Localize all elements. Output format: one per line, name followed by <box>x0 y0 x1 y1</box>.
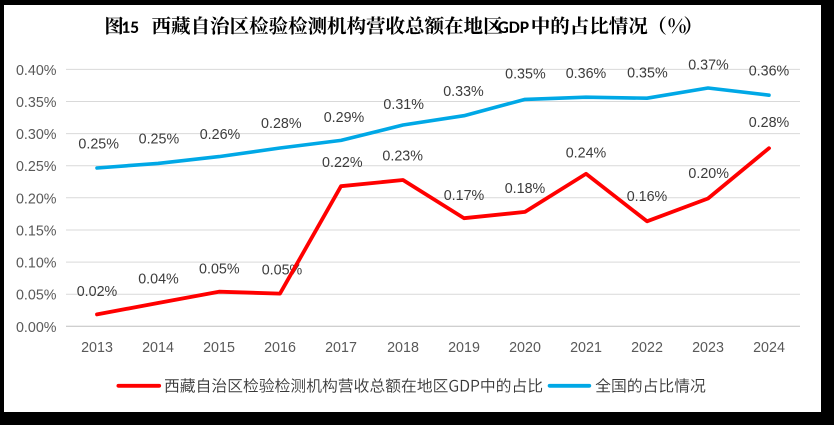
svg-text:0.37%: 0.37% <box>688 57 729 73</box>
svg-text:0.05%: 0.05% <box>199 261 240 277</box>
svg-text:0.29%: 0.29% <box>324 110 365 126</box>
svg-text:0.20%: 0.20% <box>16 191 57 207</box>
svg-text:0.36%: 0.36% <box>566 66 607 82</box>
svg-text:0.40%: 0.40% <box>16 63 57 79</box>
svg-text:0.15%: 0.15% <box>16 224 57 240</box>
svg-text:0.28%: 0.28% <box>749 115 790 131</box>
svg-text:0.28%: 0.28% <box>261 116 302 132</box>
svg-text:2013: 2013 <box>81 340 113 356</box>
svg-text:2018: 2018 <box>387 340 419 356</box>
svg-text:0.25%: 0.25% <box>78 137 119 153</box>
svg-text:0.33%: 0.33% <box>443 84 484 100</box>
svg-text:0.00%: 0.00% <box>16 320 57 336</box>
svg-text:0.20%: 0.20% <box>688 166 729 182</box>
svg-text:0.25%: 0.25% <box>139 131 180 147</box>
svg-text:0.18%: 0.18% <box>505 181 546 197</box>
svg-text:0.36%: 0.36% <box>749 64 790 80</box>
svg-text:2017: 2017 <box>325 340 357 356</box>
svg-text:0.31%: 0.31% <box>383 97 424 113</box>
svg-text:0.26%: 0.26% <box>200 127 241 143</box>
svg-text:0.02%: 0.02% <box>77 284 118 300</box>
svg-text:0.17%: 0.17% <box>444 188 485 204</box>
svg-text:0.23%: 0.23% <box>382 149 423 165</box>
svg-text:0.35%: 0.35% <box>505 67 546 83</box>
svg-text:0.04%: 0.04% <box>138 271 179 287</box>
svg-text:0.22%: 0.22% <box>322 155 363 171</box>
svg-text:2021: 2021 <box>570 340 602 356</box>
svg-text:2024: 2024 <box>753 340 785 356</box>
svg-text:2020: 2020 <box>509 340 541 356</box>
svg-text:2022: 2022 <box>631 340 663 356</box>
svg-text:2014: 2014 <box>142 340 174 356</box>
svg-text:0.24%: 0.24% <box>566 146 607 162</box>
svg-text:0.05%: 0.05% <box>16 288 57 304</box>
svg-text:0.30%: 0.30% <box>16 127 57 143</box>
svg-text:0.25%: 0.25% <box>16 159 57 175</box>
svg-text:0.35%: 0.35% <box>627 66 668 82</box>
svg-text:2023: 2023 <box>692 340 724 356</box>
svg-text:0.10%: 0.10% <box>16 256 57 272</box>
svg-text:0.16%: 0.16% <box>627 189 668 205</box>
svg-text:0.35%: 0.35% <box>16 95 57 111</box>
svg-text:2019: 2019 <box>448 340 480 356</box>
svg-text:2016: 2016 <box>264 340 296 356</box>
svg-text:2015: 2015 <box>203 340 235 356</box>
